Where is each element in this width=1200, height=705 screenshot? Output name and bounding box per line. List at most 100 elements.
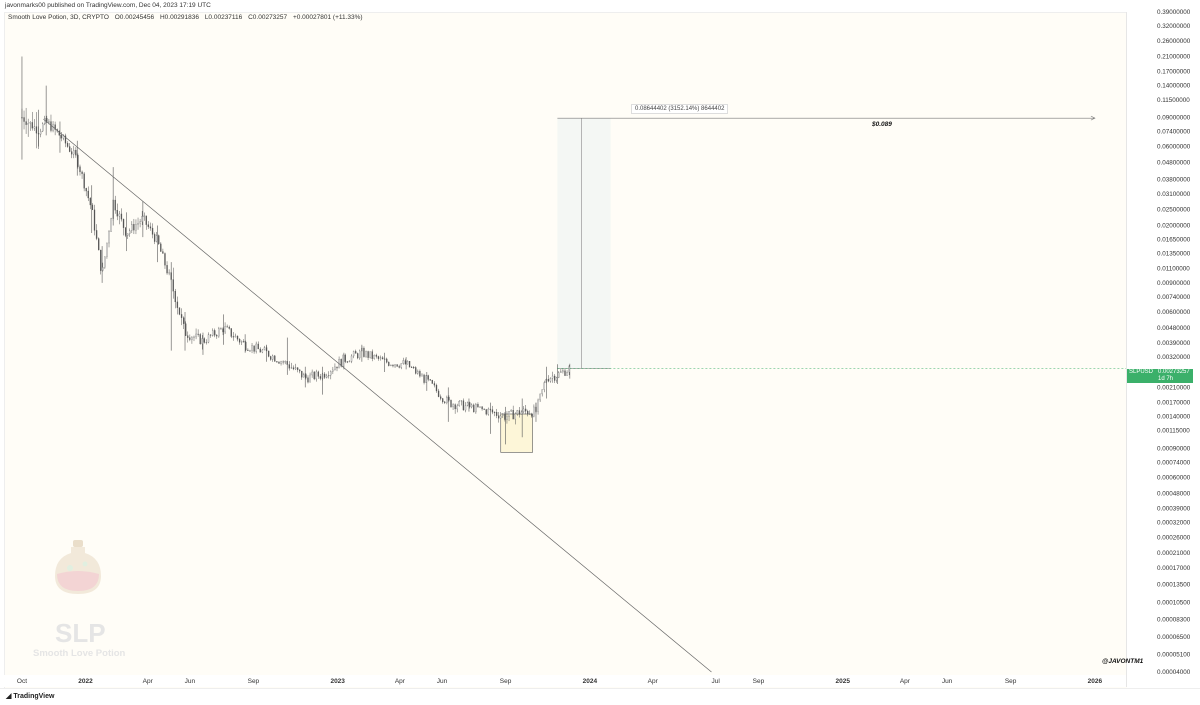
price-tick-label: 0.26000000 (1157, 38, 1191, 45)
time-tick-label: Apr (648, 678, 659, 685)
candle-body (153, 234, 156, 242)
candle-body (500, 415, 502, 419)
candle-body (433, 383, 436, 386)
time-tick-label: Jun (437, 678, 448, 685)
candle-body (560, 371, 562, 373)
candle-body (305, 374, 307, 378)
candle-body (234, 335, 237, 338)
candle-body (549, 378, 552, 382)
candle-body (485, 409, 487, 415)
price-tick-label: 0.09000000 (1157, 114, 1191, 121)
candle-body (477, 404, 479, 408)
price-tick-label: 0.00039000 (1157, 505, 1191, 512)
candles-layer (21, 56, 571, 445)
candle-body (425, 375, 427, 383)
candle-body (429, 379, 431, 381)
candle-body (141, 216, 143, 222)
candle-body (342, 354, 344, 367)
price-tick-label: 0.00010500 (1157, 600, 1191, 607)
candle-body (135, 224, 137, 231)
candle-body (60, 135, 62, 139)
candle-body (301, 370, 303, 378)
price-tick-label: 0.00390000 (1157, 340, 1191, 347)
candle-body (564, 370, 566, 376)
price-tick-label: 0.21000000 (1157, 53, 1191, 60)
candle-body (357, 353, 359, 359)
price-tick-label: 0.06000000 (1157, 144, 1191, 151)
candle-body (290, 367, 293, 369)
time-tick-label: Oct (17, 678, 27, 685)
candle-body (31, 122, 33, 129)
candle-body (404, 360, 407, 365)
candle-body (444, 401, 446, 403)
candle-body (104, 256, 106, 268)
candle-body (493, 412, 496, 413)
time-tick-label: Sep (500, 678, 512, 685)
candle-body (419, 370, 421, 377)
candle-body (253, 345, 255, 352)
candle-body (456, 405, 458, 410)
price-tick-label: 0.00480000 (1157, 325, 1191, 332)
candle-body (87, 190, 89, 199)
candle-body (330, 371, 332, 376)
candle-body (137, 223, 139, 225)
consolidation-range-box (500, 413, 533, 453)
candle-body (473, 404, 475, 413)
candle-body (543, 382, 545, 390)
candle-body (307, 377, 309, 383)
candle-body (464, 405, 467, 411)
candle-body (450, 399, 452, 408)
candle-body (156, 235, 158, 242)
candle-body (527, 410, 529, 415)
time-tick-label: 2026 (1088, 678, 1103, 685)
candle-body (85, 188, 87, 192)
price-axis[interactable] (1126, 12, 1200, 687)
candle-body (475, 404, 477, 413)
candle-body (230, 328, 232, 337)
price-tick-label: 0.00005100 (1157, 652, 1191, 659)
price-tick-label: 0.00060000 (1157, 474, 1191, 481)
candle-body (108, 231, 110, 244)
candle-body (241, 341, 243, 343)
candle-body (410, 366, 413, 368)
candle-body (39, 130, 42, 135)
candle-body (284, 361, 286, 363)
candle-body (203, 338, 206, 343)
potion-logo-icon (55, 540, 101, 594)
candle-body (479, 406, 481, 408)
candle-body (315, 371, 317, 380)
candle-body (512, 410, 514, 420)
candle-body (133, 224, 135, 231)
candle-body (251, 345, 253, 351)
candle-body (42, 123, 44, 132)
candle-body (483, 408, 485, 410)
candle-body (365, 351, 367, 357)
price-tick-label: 0.00210000 (1157, 384, 1191, 391)
candle-body (143, 215, 145, 217)
candle-body (187, 335, 189, 338)
price-tick-label: 0.00900000 (1157, 280, 1191, 287)
price-axis-labels: 0.00004000 0.00005100 0.00006500 0.00008300… (1157, 9, 1191, 676)
candle-body (518, 410, 521, 415)
candle-body (93, 209, 96, 231)
candle-body (79, 166, 81, 173)
price-tick-label: 0.00740000 (1157, 294, 1191, 301)
candle-body (541, 389, 543, 395)
candle-body (164, 253, 166, 266)
price-tick-label: 0.01650000 (1157, 236, 1191, 243)
price-tick-label: 0.00006500 (1157, 634, 1191, 641)
price-tick-label: 0.00013500 (1157, 582, 1191, 589)
candle-body (259, 348, 261, 353)
candle-body (257, 343, 259, 350)
candle-body (531, 413, 533, 417)
descending-trendline (43, 118, 712, 673)
candle-body (151, 227, 154, 235)
price-tick-label: 0.00090000 (1157, 445, 1191, 452)
candle-body (222, 328, 224, 333)
candle-body (25, 121, 27, 125)
time-axis[interactable] (4, 675, 1126, 687)
candle-body (214, 330, 216, 336)
tradingview-logo[interactable]: ◢ TradingView (6, 692, 54, 700)
candle-body (120, 213, 123, 220)
